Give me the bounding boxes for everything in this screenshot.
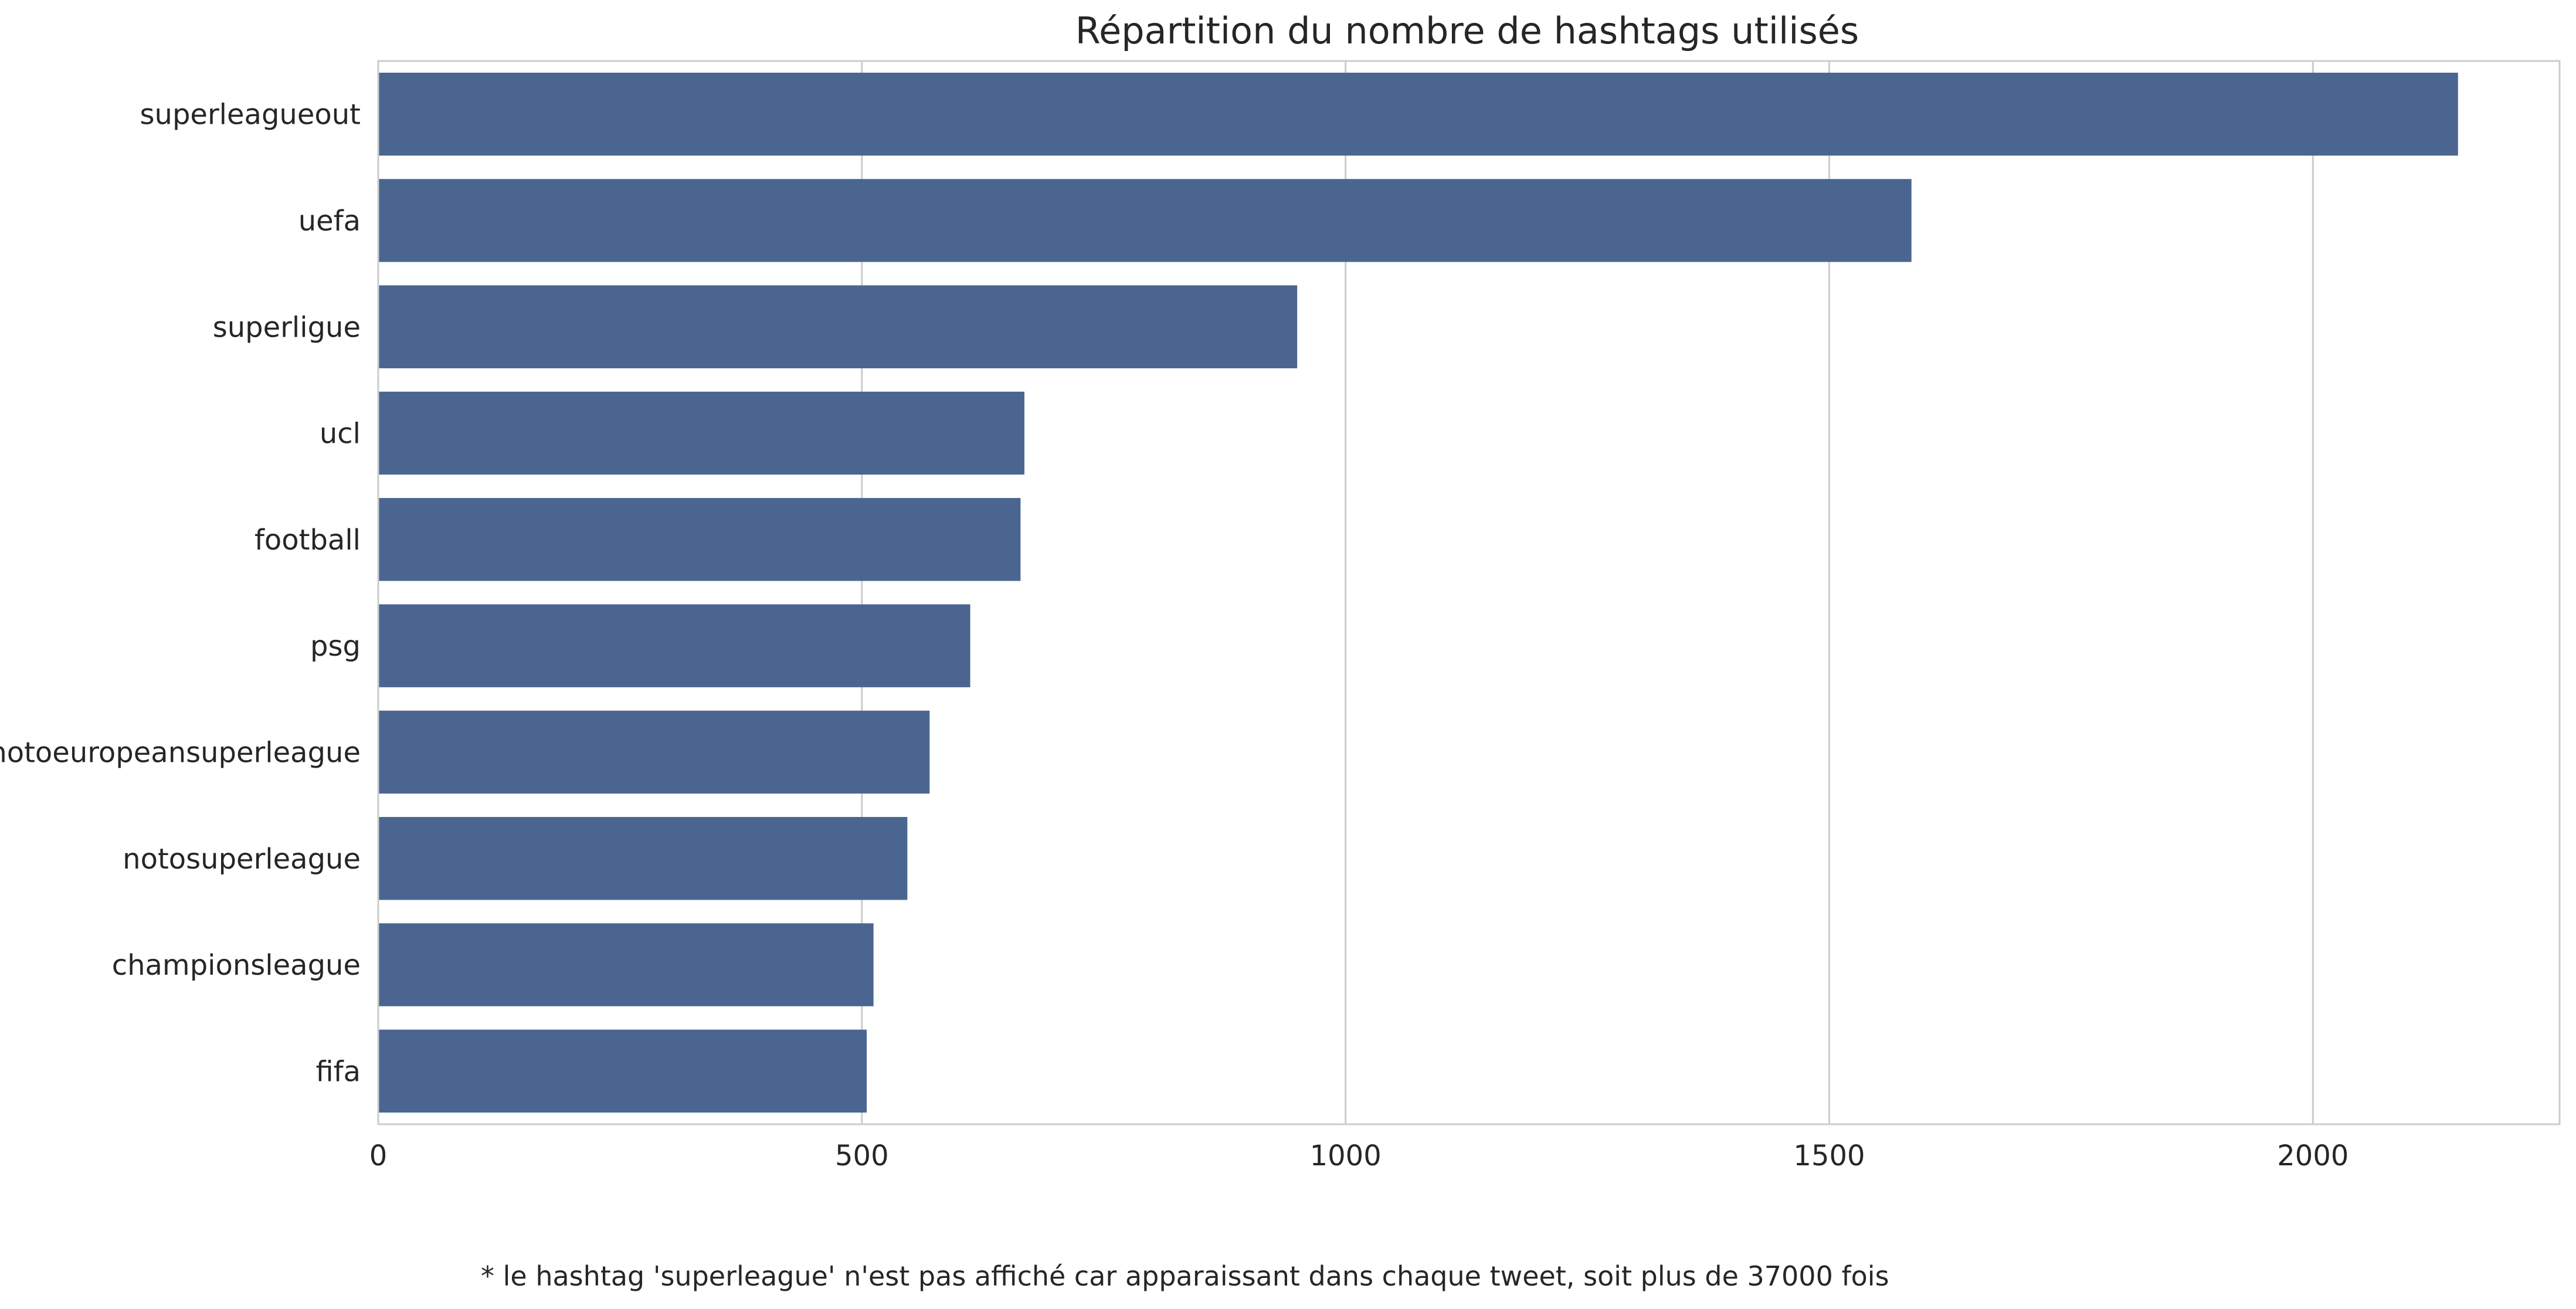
x-tick-label: 1000 — [1310, 1140, 1382, 1172]
y-tick-label: psg — [310, 630, 361, 663]
x-tick-label: 1500 — [1793, 1140, 1865, 1172]
bar-football — [378, 498, 1021, 581]
chart-title: Répartition du nombre de hashtags utilis… — [1075, 9, 1859, 52]
x-tick-label: 0 — [369, 1140, 388, 1172]
bar-uefa — [378, 179, 1912, 262]
bar-psg — [378, 604, 970, 687]
y-tick-label: notoeuropeansuperleague — [0, 736, 361, 769]
bars — [378, 72, 2458, 1113]
y-tick-label: superleagueout — [140, 99, 361, 131]
y-tick-label: football — [254, 524, 361, 557]
x-tick-label: 500 — [835, 1140, 889, 1172]
x-tick-label: 2000 — [2277, 1140, 2348, 1172]
y-tick-label: fifa — [315, 1055, 361, 1088]
bar-fifa — [378, 1029, 867, 1113]
y-tick-label: superligue — [213, 311, 361, 344]
y-tick-labels: superleagueout uefa superligue ucl football p… — [0, 99, 361, 1088]
y-tick-label: championsleague — [112, 949, 361, 982]
x-tick-labels: 0 500 1000 1500 2000 — [369, 1140, 2349, 1172]
y-tick-label: ucl — [320, 418, 361, 450]
footnote: * le hashtag 'superleague' n'est pas aff… — [481, 1260, 1889, 1292]
y-tick-label: uefa — [298, 205, 361, 238]
bar-superleagueout — [378, 72, 2458, 156]
bar-notoeuropeansuperleague — [378, 710, 930, 794]
bar-ucl — [378, 391, 1024, 475]
bar-championsleague — [378, 923, 874, 1006]
y-tick-label: notosuperleague — [123, 843, 361, 876]
plot-frame — [377, 60, 2561, 1125]
bar-notosuperleague — [378, 817, 908, 900]
bar-superligue — [378, 285, 1298, 368]
